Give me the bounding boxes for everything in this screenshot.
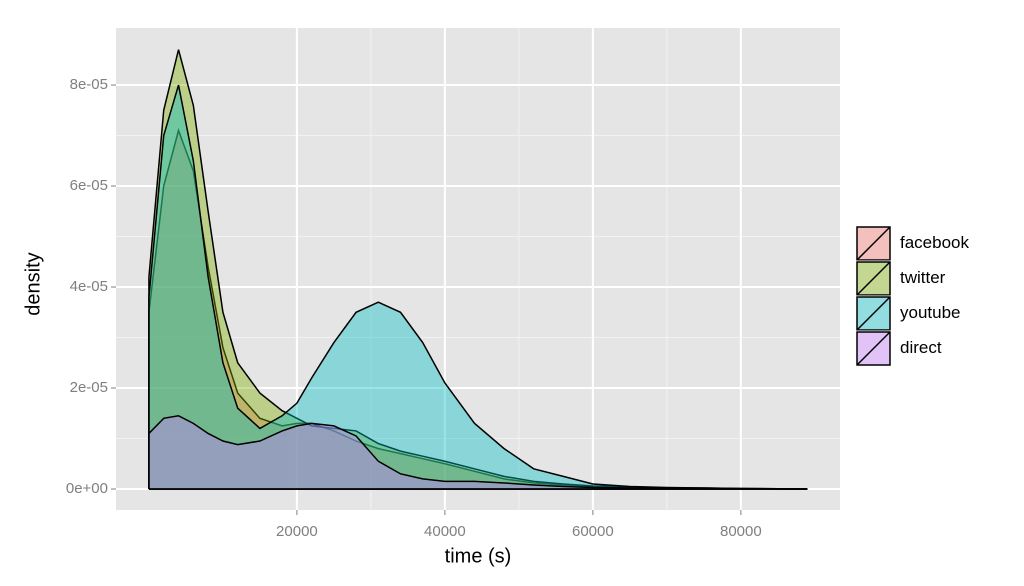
density-line — [148, 84, 808, 490]
y-tick-label: 4e-05 — [70, 278, 108, 295]
y-tick-label: 6e-05 — [70, 177, 108, 194]
legend-label: facebook — [900, 233, 969, 252]
y-axis-title: density — [22, 252, 44, 315]
density-area — [148, 85, 808, 489]
y-tick-label: 0e+00 — [66, 480, 108, 497]
legend-key-slash — [856, 331, 891, 366]
legend-key-slash — [856, 226, 891, 261]
density-line — [148, 414, 808, 490]
plot-panel — [116, 28, 840, 510]
x-tick-label: 60000 — [572, 523, 614, 540]
legend: facebook twitter youtube direct — [855, 225, 969, 367]
legend-key-slash — [856, 296, 891, 331]
legend-key-slash — [856, 261, 891, 296]
legend-label: twitter — [900, 268, 946, 287]
density-area — [148, 415, 808, 489]
x-tick-label: 80000 — [720, 523, 762, 540]
density-area — [148, 130, 808, 489]
y-tick-label: 8e-05 — [70, 76, 108, 93]
x-axis-title: time (s) — [445, 545, 512, 567]
y-tick-label: 2e-05 — [70, 379, 108, 396]
x-tick-label: 40000 — [424, 523, 466, 540]
density-area — [148, 49, 808, 490]
legend-label: direct — [900, 338, 942, 357]
legend-label: youtube — [900, 303, 961, 322]
x-tick-label: 20000 — [276, 523, 318, 540]
